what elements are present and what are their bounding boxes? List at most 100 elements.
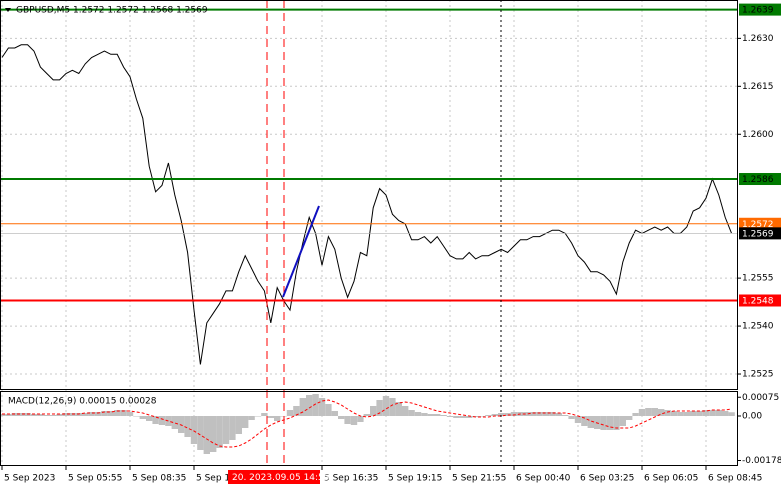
macd-bar	[530, 412, 537, 416]
chart-title: GBPUSD,M5 1.2572 1.2572 1.2568 1.2569	[16, 6, 208, 16]
macd-bar	[165, 416, 172, 426]
macd-bar	[402, 406, 409, 416]
macd-bar	[478, 416, 486, 417]
x-tick-label: 6 Sep 03:25	[580, 474, 634, 484]
x-tick-label: 5 Sep 21:55	[452, 474, 506, 484]
macd-bar	[414, 412, 422, 416]
x-tick-label: 6 Sep 06:05	[644, 474, 698, 484]
macd-frame	[0, 391, 738, 466]
macd-bar	[152, 416, 159, 424]
macd-bar	[587, 416, 594, 428]
macd-bar	[446, 416, 454, 417]
grid	[0, 0, 738, 466]
macd-bar	[18, 413, 25, 416]
macd-bar	[440, 415, 447, 416]
y-tick-label: 1.2630	[742, 34, 774, 44]
y-tick-label: 1.2540	[742, 322, 774, 332]
x-tick-label: 5 Sep 19:15	[388, 474, 442, 484]
macd-bar	[709, 410, 716, 416]
macd-bar	[171, 416, 178, 429]
macd-bar	[344, 416, 351, 424]
macd-bar	[696, 411, 703, 416]
x-tick-label: 5 Sep 16:35	[324, 474, 378, 484]
macd-bar	[562, 415, 569, 416]
macd-bar	[242, 416, 249, 428]
macd-bar	[286, 410, 294, 416]
macd-bar	[702, 410, 710, 416]
macd-bar	[299, 398, 306, 416]
macd-bar	[139, 416, 146, 419]
axes: 1.2630 1.2615 1.2600 1.2555 1.2540 1.2525 1.26…	[1, 3, 781, 484]
macd-bar	[338, 416, 345, 419]
macd-bar	[485, 415, 492, 416]
macd-bar	[658, 409, 665, 416]
level-tag	[739, 3, 781, 16]
main-frame	[0, 0, 738, 390]
macd-bar	[683, 412, 690, 416]
macd-bar	[389, 398, 396, 416]
signal-line	[2, 399, 732, 448]
macd-bar	[453, 416, 460, 418]
macd-bar	[43, 415, 50, 416]
price-line	[1, 44, 733, 365]
macd-bar	[619, 416, 626, 426]
time-marker-box	[228, 470, 320, 484]
level-label: 1.2572	[742, 220, 774, 230]
macd-bar	[568, 416, 575, 419]
y-tick-label: 0.00075	[742, 393, 779, 403]
macd-bar	[248, 416, 255, 420]
macd-bar	[728, 412, 735, 416]
macd-bar	[466, 416, 473, 418]
macd-bar	[670, 411, 678, 416]
macd-bar	[382, 396, 390, 416]
macd-bar	[254, 416, 262, 417]
macd-bar	[101, 411, 108, 416]
macd-title: MACD(12,26,9) 0.00015 0.00028	[8, 397, 157, 407]
macd-bar	[523, 412, 530, 416]
macd-bar	[677, 412, 684, 416]
x-tick-label: 6 Sep 00:40	[516, 474, 571, 484]
collapse-arrow[interactable]	[5, 8, 11, 12]
macd-bar	[370, 406, 377, 416]
macd-bar	[325, 404, 332, 416]
level-tag	[739, 294, 781, 307]
macd-bar	[504, 413, 511, 416]
macd-bar	[274, 416, 281, 421]
macd-bar	[395, 402, 402, 416]
macd-bar	[50, 415, 57, 416]
macd-bar	[158, 416, 166, 425]
macd-bar	[56, 414, 63, 416]
macd-bar	[216, 416, 223, 448]
x-tick-label: 6 Sep 08:45	[708, 474, 762, 484]
macd-bar	[5, 414, 12, 416]
macd-bar	[293, 406, 300, 416]
macd-bar	[459, 416, 466, 418]
macd-bar	[197, 416, 204, 450]
plot	[0, 8, 738, 454]
level-tag	[739, 227, 781, 240]
macd-bar	[229, 416, 236, 440]
level-label: 1.2569	[742, 229, 774, 239]
y-tick-label: -0.00178	[742, 456, 781, 466]
macd-bar	[651, 408, 658, 416]
macd-bar	[632, 413, 639, 416]
macd-bar	[267, 416, 274, 418]
macd-bar	[555, 413, 562, 416]
macd-bar	[312, 394, 319, 416]
macd-bar	[536, 412, 543, 416]
macd-bar	[408, 410, 415, 416]
y-tick-label: 1.2600	[742, 130, 774, 140]
macd-bar	[613, 416, 620, 430]
macd-bar	[133, 416, 140, 417]
macd-bar	[363, 414, 370, 416]
level-label: 1.2639	[742, 6, 774, 16]
macd-bar	[542, 412, 550, 416]
macd-bar	[62, 413, 70, 416]
macd-bar	[184, 416, 191, 437]
macd-bar	[606, 416, 614, 430]
level-label: 1.2548	[742, 296, 774, 306]
macd-bar	[331, 411, 338, 416]
macd-bar	[690, 411, 697, 416]
macd-bar	[114, 410, 121, 416]
